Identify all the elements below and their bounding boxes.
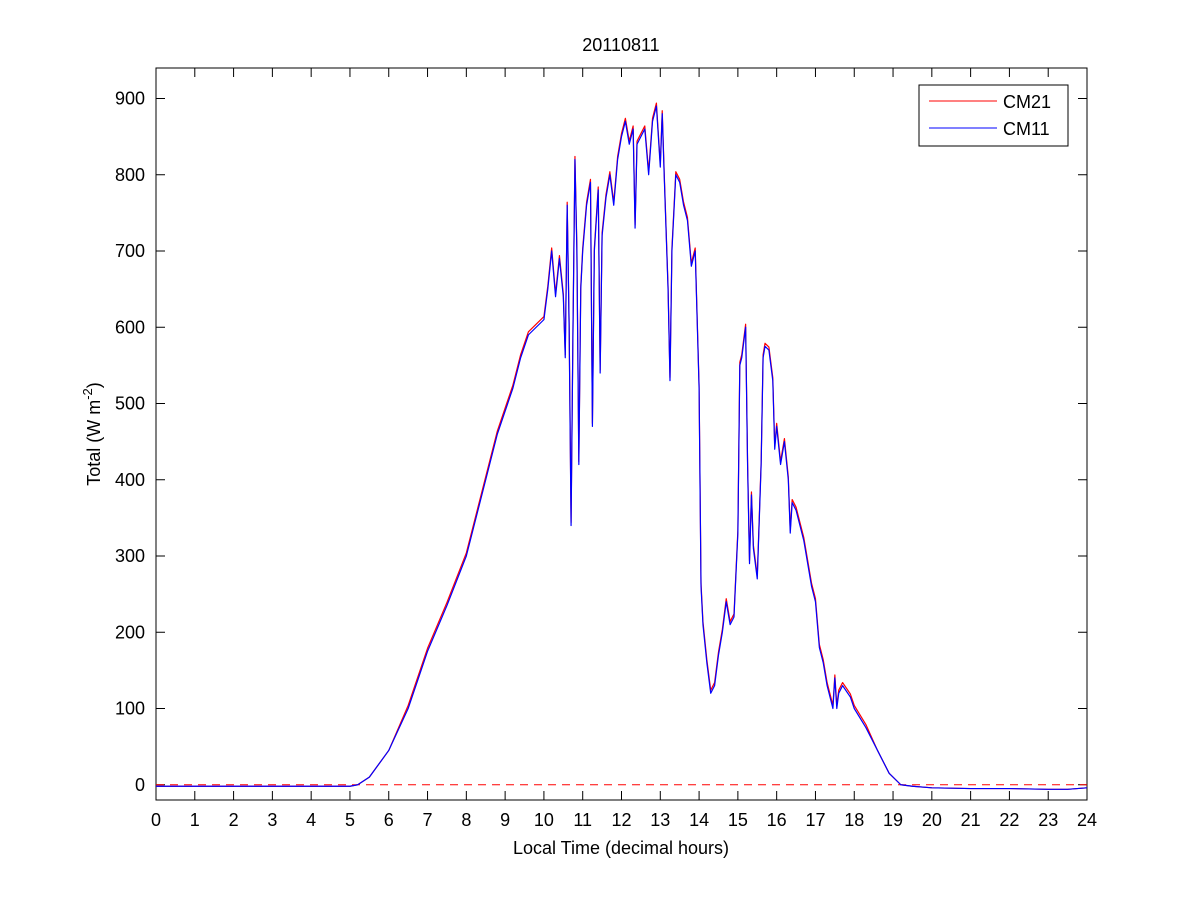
y-tick-label: 300: [115, 546, 145, 566]
x-tick-label: 24: [1077, 810, 1097, 830]
y-tick-label: 400: [115, 470, 145, 490]
y-tick-label: 800: [115, 165, 145, 185]
x-tick-labels: 0 1 2 3 4 5 6 7 8 9 10 11 12 13 14 15 16 17 18 19 20 21 22 23 24: [151, 810, 1097, 830]
x-tick-label: 22: [999, 810, 1019, 830]
x-tick-label: 13: [650, 810, 670, 830]
x-tick-label: 23: [1038, 810, 1058, 830]
legend-label-cm11: CM11: [1003, 119, 1050, 139]
chart-title: 20110811: [582, 35, 659, 55]
x-tick-label: 6: [384, 810, 394, 830]
y-tick-label: 500: [115, 394, 145, 414]
y-axis-label-sup: -2: [80, 388, 95, 400]
y-tick-label: 0: [135, 775, 145, 795]
x-axis-label: Local Time (decimal hours): [513, 838, 729, 858]
x-tick-label: 18: [844, 810, 864, 830]
y-axis-label: Total (W m-2): [80, 382, 104, 486]
y-tick-label: 100: [115, 699, 145, 719]
tick-marks: [155, 68, 1088, 800]
y-tick-labels: 0 100 200 300 400 500 600 700 800 900: [115, 89, 145, 795]
y-axis-label-tail: ): [84, 382, 104, 388]
x-tick-label: 14: [689, 810, 709, 830]
x-tick-label: 10: [534, 810, 554, 830]
x-tick-label: 0: [151, 810, 161, 830]
y-axis-label-main: Total (W m: [84, 400, 104, 486]
x-tick-label: 19: [883, 810, 903, 830]
x-tick-label: 4: [306, 810, 316, 830]
x-tick-label: 9: [500, 810, 510, 830]
series-layer: [156, 102, 1088, 790]
x-tick-label: 5: [345, 810, 355, 830]
x-tick-label: 12: [611, 810, 631, 830]
y-tick-label: 200: [115, 622, 145, 642]
x-tick-label: 11: [573, 810, 592, 830]
x-tick-label: 21: [961, 810, 981, 830]
x-tick-label: 7: [423, 810, 433, 830]
legend: CM21 CM11: [918, 84, 1069, 147]
x-tick-label: 20: [922, 810, 942, 830]
series-line-cm11: [156, 105, 1088, 790]
x-tick-label: 1: [190, 810, 200, 830]
x-tick-label: 8: [461, 810, 471, 830]
x-tick-label: 2: [229, 810, 239, 830]
y-tick-label: 900: [115, 89, 145, 109]
y-tick-label: 700: [115, 241, 145, 261]
plot-area: [155, 67, 1088, 801]
x-tick-label: 17: [805, 810, 825, 830]
x-tick-label: 15: [728, 810, 748, 830]
x-tick-label: 16: [767, 810, 787, 830]
legend-label-cm21: CM21: [1003, 92, 1051, 112]
x-tick-label: 3: [267, 810, 277, 830]
legend-box: [918, 84, 1069, 147]
y-tick-label: 600: [115, 317, 145, 337]
